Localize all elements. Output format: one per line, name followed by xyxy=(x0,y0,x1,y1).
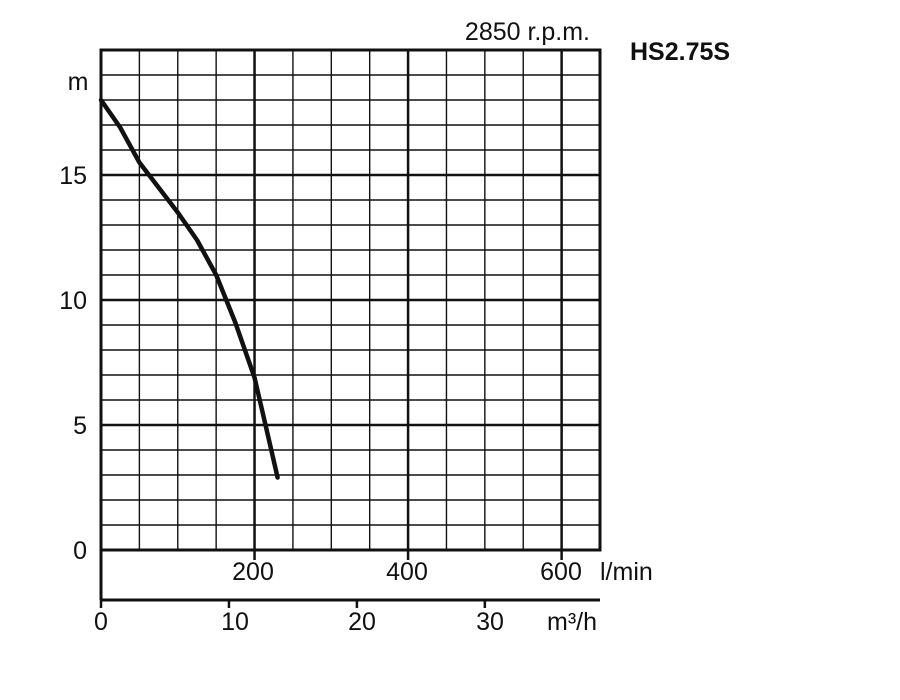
model-title: HS2.75S xyxy=(630,38,730,66)
y-tick-label-5: 5 xyxy=(73,412,87,440)
y-axis-label: m xyxy=(68,68,89,96)
m3h-unit-label: m³/h xyxy=(547,608,597,636)
grid-major xyxy=(101,50,600,550)
y-tick-label-10: 10 xyxy=(59,287,87,315)
head-flow-curve xyxy=(98,97,280,480)
m3h-tick-marks xyxy=(99,600,487,608)
grid-minor xyxy=(101,50,600,550)
y-tick-label-15: 15 xyxy=(59,162,87,190)
lpm-tick-label-400: 400 xyxy=(386,558,428,586)
speed-label: 2850 r.p.m. xyxy=(465,18,590,46)
m3h-tick-label-10: 10 xyxy=(221,608,249,636)
lpm-tick-label-200: 200 xyxy=(232,558,274,586)
m3h-tick-label-20: 20 xyxy=(348,608,376,636)
lpm-tick-label-600: 600 xyxy=(540,558,582,586)
m3h-tick-label-30: 30 xyxy=(476,608,504,636)
lpm-unit-label: l/min xyxy=(600,558,653,586)
m3h-tick-label-0: 0 xyxy=(94,608,108,636)
lpm-tick-marks xyxy=(253,550,563,560)
y-tick-label-0: 0 xyxy=(73,537,87,565)
plot-frame xyxy=(99,48,602,552)
